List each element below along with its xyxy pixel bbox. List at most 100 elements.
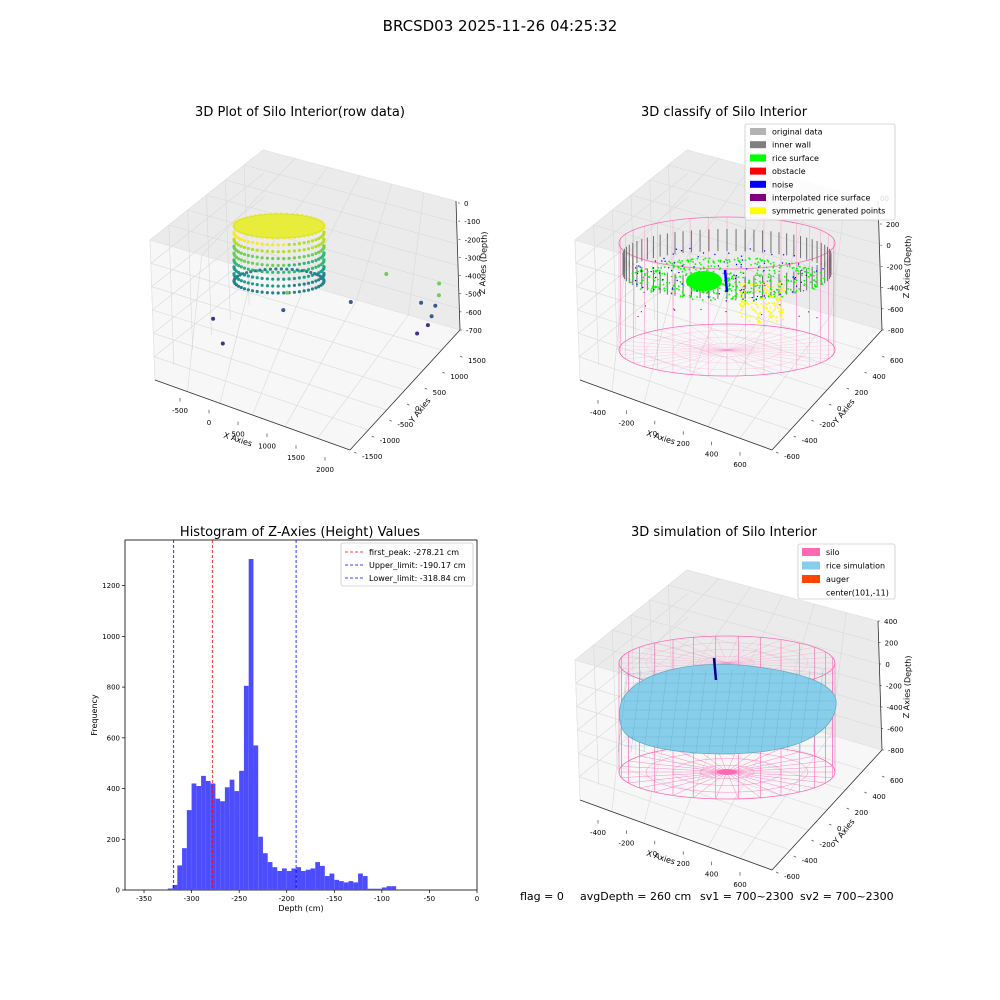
p2-symmetric-point [751,302,754,305]
p2-symmetric-point [761,297,764,300]
p3-histogram-bar [224,787,230,890]
p2-rice-surface-point [726,278,729,280]
p2-noise-point [661,260,663,262]
y-axis-line [771,329,883,451]
p2-rice-surface-point [662,283,665,286]
p2-rice-surface-point [632,278,634,280]
p2-symmetric-point [757,289,760,292]
p2-rice-surface-point [785,282,788,284]
p2-legend-label: noise [772,180,793,189]
p1-cloud-point [292,283,296,287]
p2-rice-surface-point [681,270,684,273]
p2-rice-surface-point [759,284,761,287]
p2-rice-surface-point [773,264,775,266]
p2-symmetric-point [776,306,779,309]
p2-rice-surface-point [726,272,729,275]
p1-z-tick: 0 [464,200,468,208]
panel4-x-ticks: -400 -200 0 200 400 600 [590,820,747,889]
p2-rice-surface-point [646,287,649,289]
p2-rice-surface-point [631,272,634,275]
p2-rice-surface-point [785,262,788,265]
p2-rice-surface-point [736,285,738,288]
p2-legend-label: original data [772,128,823,137]
p3-histogram-bar [191,783,197,890]
p2-rice-surface-point [650,289,653,291]
z-axis-line [455,200,461,331]
p2-symmetric-point [754,290,757,293]
p2-symmetric-point [739,295,742,298]
p2-rice-surface-point [652,277,655,280]
p1-cloud-point [292,249,296,253]
p2-noise-point [668,267,670,269]
p1-cloud-point [239,244,243,248]
p2-interpolated-point [659,288,661,290]
p1-cloud-point [246,288,250,292]
p1-cloud-point [246,246,250,251]
p2-symmetric-point [744,302,747,304]
p3-histogram-bar [205,780,211,890]
p1-cloud-point [271,263,275,267]
p2-interpolated-point [672,288,674,290]
p2-rice-surface-point [786,265,789,267]
p2-rice-surface-point [778,270,780,273]
p2-rice-surface-point [772,275,775,278]
p2-rice-surface-point [679,281,682,283]
p3-histogram-bar [310,868,316,890]
p4-legend-swatch [802,548,820,556]
p2-rice-surface-point [704,257,707,260]
p1-cloud-point [246,240,250,244]
p4-surface-mesh-line [617,669,629,753]
p1-outlier-point [285,290,290,295]
p1-cloud-point [285,267,289,271]
p2-symmetric-point [772,286,775,288]
p2-noise-point [801,272,803,275]
p2-symmetric-point [765,289,768,292]
p2-rice-surface-point [802,268,805,270]
p2-symmetric-point [756,306,759,309]
p1-cloud-point [276,257,280,261]
p3-histogram-bar [182,848,187,890]
p1-cloud-point [290,267,294,272]
p2-rice-surface-point [665,262,668,265]
p1-outlier-point [437,281,442,286]
p2-rice-surface-point [646,272,649,275]
p2-rice-surface-point [793,266,795,269]
p2-rice-surface-point [761,259,764,261]
p1-cloud-point [246,260,250,264]
p2-symmetric-point [772,314,775,317]
p1-cloud-point [310,280,314,284]
p3-histogram-bar [353,882,359,890]
p2-rice-surface-point [718,287,721,290]
p1-cloud-point [242,239,247,243]
p2-noise-point [792,276,794,278]
p2-interpolated-point [729,284,731,286]
p1-x-tick: 1500 [287,454,305,462]
p2-rice-surface-point [652,290,654,293]
p2-rice-surface-point [642,276,645,279]
p2-z-tick: 200 [886,221,899,229]
p1-cloud-point [319,249,323,253]
p2-rice-surface-point [803,270,806,273]
p3-histogram-bar [258,836,263,890]
p1-cloud-point [241,272,245,276]
p2-symmetric-point [767,302,770,305]
p1-cloud-point [265,291,269,295]
p3-histogram-bar [377,888,382,890]
p2-noise-point [640,270,643,272]
p2-rice-surface-point [820,279,822,282]
p1-cloud-point [287,249,291,253]
p2-x-tick: 600 [733,461,746,469]
p2-interpolated-point [802,290,805,292]
p2-noise-point [664,260,666,262]
p1-cloud-point [305,269,309,274]
p1-cloud-point [265,242,269,247]
p2-legend-label: inner wall [772,141,811,150]
p2-rice-surface-point [687,260,690,263]
p1-cloud-point [250,275,255,279]
p2-symmetric-point [753,309,756,312]
footer-sv2: sv2 = 700~2300 [800,890,894,903]
p2-rice-surface-point [679,275,682,278]
p2-noise-point [654,260,657,262]
p2-rice-surface-point [766,259,769,262]
p2-rice-surface-point [677,261,679,263]
